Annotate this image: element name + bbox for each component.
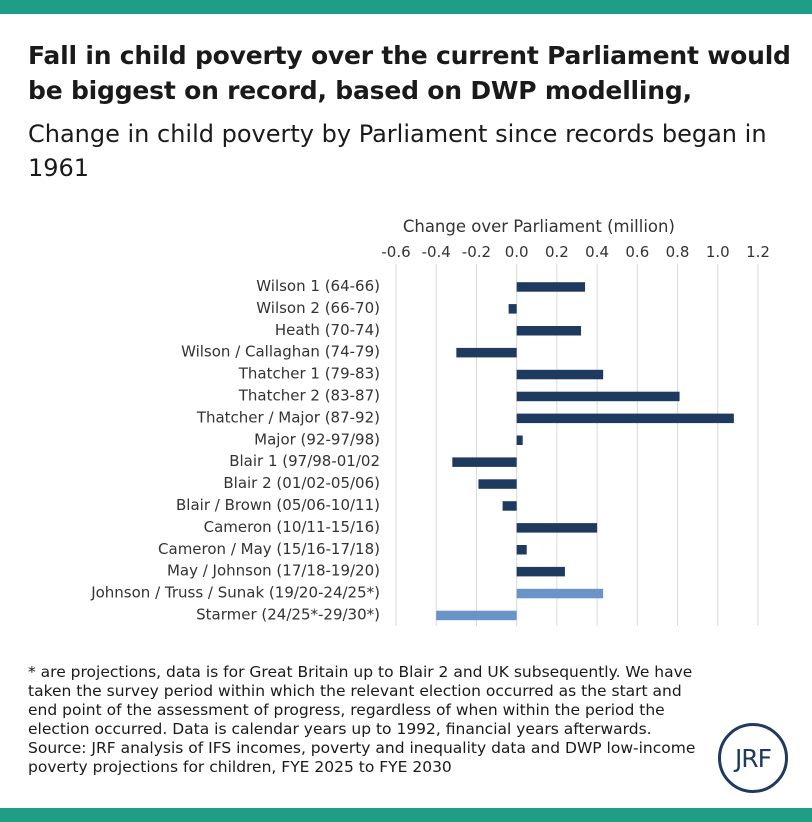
bar [516, 545, 527, 555]
category-label: Thatcher 2 (83-87) [238, 386, 380, 404]
category-label: Thatcher / Major (87-92) [196, 408, 380, 426]
chart-notes: * are projections, data is for Great Bri… [28, 663, 708, 777]
bar [452, 457, 517, 467]
category-label: Starmer (24/25*-29/30*) [196, 605, 380, 623]
category-label: Blair / Brown (05/06-10/11) [176, 496, 380, 514]
bar [516, 326, 582, 336]
bar [516, 282, 586, 292]
bar [516, 435, 523, 445]
category-label: Thatcher 1 (79-83) [238, 365, 380, 383]
x-tick-label: 0.8 [666, 243, 690, 261]
category-label: Wilson 1 (64-66) [256, 277, 380, 295]
bar [516, 588, 604, 599]
bar [478, 479, 517, 489]
bar [502, 501, 517, 511]
chart-title: Fall in child poverty over the current P… [28, 41, 791, 105]
x-tick-label: -0.6 [381, 243, 410, 261]
bottom-accent-band [0, 808, 812, 822]
bar [516, 369, 604, 380]
x-tick-label: 1.2 [746, 243, 770, 261]
category-label: Wilson 2 (66-70) [256, 299, 380, 317]
x-tick-label: 0.4 [585, 243, 609, 261]
category-label: May / Johnson (17/18-19/20) [167, 562, 380, 580]
bar [436, 610, 517, 621]
category-label: Cameron / May (15/16-17/18) [158, 540, 380, 558]
x-tick-label: -0.4 [422, 243, 451, 261]
x-tick-label: 0.2 [545, 243, 569, 261]
bar-chart: Change over Parliament (million) -0.6 -0.4… [90, 217, 770, 626]
jrf-logo: JRF [718, 723, 788, 793]
category-label: Major (92-97/98) [254, 430, 380, 448]
chart-subtitle: Change in child poverty by Parliament si… [28, 120, 767, 182]
x-tick-label: -0.2 [462, 243, 491, 261]
bar [516, 523, 598, 533]
category-label: Cameron (10/11-15/16) [204, 518, 380, 536]
category-label: Wilson / Callaghan (74-79) [181, 343, 380, 361]
bar [456, 347, 517, 358]
x-tick-label: 1.0 [706, 243, 730, 261]
source-note: Source: JRF analysis of IFS incomes, pov… [28, 739, 696, 776]
category-label: Johnson / Truss / Sunak (19/20-24/25*) [90, 584, 380, 602]
projection-note: * are projections, data is for Great Bri… [28, 663, 693, 738]
x-tick-label: 0.0 [505, 243, 529, 261]
category-label: Heath (70-74) [275, 321, 380, 339]
bar [516, 391, 680, 402]
category-label: Blair 2 (01/02-05/06) [223, 474, 380, 492]
bar [516, 413, 734, 424]
x-axis-title: Change over Parliament (million) [403, 217, 675, 236]
category-label: Blair 1 (97/98-01/02 [229, 452, 380, 470]
bar [516, 566, 565, 577]
top-accent-band [0, 0, 812, 14]
x-tick-label: 0.6 [625, 243, 649, 261]
bar [508, 304, 517, 314]
